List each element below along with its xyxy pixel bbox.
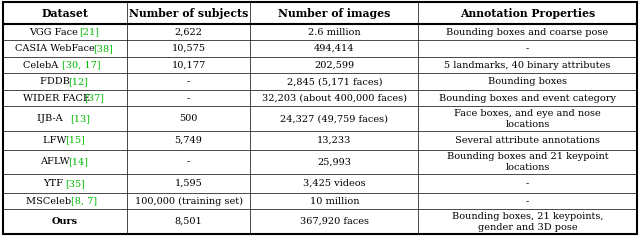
Text: WIDER FACE [37]: WIDER FACE [37] — [20, 94, 110, 103]
Text: Bounding boxes, 21 keypoints,
gender and 3D pose: Bounding boxes, 21 keypoints, gender and… — [452, 212, 604, 232]
Text: [14]: [14] — [68, 157, 88, 166]
Text: 367,920 faces: 367,920 faces — [300, 217, 369, 226]
Text: 25,993: 25,993 — [317, 157, 351, 166]
Text: 100,000 (training set): 100,000 (training set) — [134, 197, 243, 206]
Text: CelebA: CelebA — [23, 61, 61, 70]
Text: VGG Face [21]: VGG Face [21] — [29, 27, 101, 37]
Text: AFLW [14]: AFLW [14] — [38, 157, 92, 166]
Text: Number of images: Number of images — [278, 8, 390, 19]
Text: 10,177: 10,177 — [172, 61, 205, 70]
Text: -: - — [526, 179, 529, 188]
Text: 8,501: 8,501 — [175, 217, 202, 226]
Text: MSCeleb [8, 7]: MSCeleb [8, 7] — [28, 197, 102, 206]
Text: MSCeleb: MSCeleb — [26, 197, 74, 206]
Text: 13,233: 13,233 — [317, 136, 351, 145]
Text: 3,425 videos: 3,425 videos — [303, 179, 365, 188]
Text: [8, 7]: [8, 7] — [70, 197, 97, 206]
Text: [37]: [37] — [84, 94, 104, 103]
Text: Dataset: Dataset — [42, 8, 88, 19]
Text: LFW [15]: LFW [15] — [42, 136, 88, 145]
Text: 202,599: 202,599 — [314, 61, 355, 70]
Text: LFW: LFW — [43, 136, 69, 145]
Text: 5 landmarks, 40 binary attributes: 5 landmarks, 40 binary attributes — [444, 61, 611, 70]
Text: Bounding boxes and 21 keypoint
locations: Bounding boxes and 21 keypoint locations — [447, 152, 608, 172]
Text: -: - — [187, 77, 190, 86]
Text: 10 million: 10 million — [310, 197, 359, 206]
Text: [13]: [13] — [70, 114, 90, 123]
Text: 500: 500 — [179, 114, 198, 123]
Text: [21]: [21] — [79, 27, 99, 37]
Text: FDDB: FDDB — [40, 77, 73, 86]
Text: YTF: YTF — [43, 179, 66, 188]
Text: YTF [35]: YTF [35] — [44, 179, 86, 188]
Text: FDDB [12]: FDDB [12] — [38, 77, 92, 86]
Text: WIDER FACE: WIDER FACE — [23, 94, 93, 103]
Text: 10,575: 10,575 — [172, 44, 205, 53]
Text: [12]: [12] — [68, 77, 88, 86]
Text: 2,622: 2,622 — [175, 27, 202, 37]
Text: IJB-A [13]: IJB-A [13] — [40, 114, 90, 123]
Text: 2.6 million: 2.6 million — [308, 27, 360, 37]
Text: -: - — [526, 44, 529, 53]
Text: IJB-A: IJB-A — [37, 114, 66, 123]
Text: 24,327 (49,759 faces): 24,327 (49,759 faces) — [280, 114, 388, 123]
Text: 32,203 (about 400,000 faces): 32,203 (about 400,000 faces) — [262, 94, 407, 103]
Text: Bounding boxes and event category: Bounding boxes and event category — [439, 94, 616, 103]
Text: Face boxes, and eye and nose
locations: Face boxes, and eye and nose locations — [454, 109, 601, 129]
Text: -: - — [187, 157, 190, 166]
Text: VGG Face: VGG Face — [29, 27, 81, 37]
Text: Annotation Properties: Annotation Properties — [460, 8, 595, 19]
Text: CASIA WebFace [38]: CASIA WebFace [38] — [13, 44, 116, 53]
Text: -: - — [526, 197, 529, 206]
Text: AFLW: AFLW — [40, 157, 73, 166]
Text: 5,749: 5,749 — [175, 136, 202, 145]
Text: Bounding boxes and coarse pose: Bounding boxes and coarse pose — [447, 27, 609, 37]
Text: 494,414: 494,414 — [314, 44, 355, 53]
Text: [38]: [38] — [93, 44, 113, 53]
Text: [35]: [35] — [65, 179, 85, 188]
Text: [30, 17]: [30, 17] — [62, 61, 101, 70]
Text: Number of subjects: Number of subjects — [129, 8, 248, 19]
Text: Several attribute annotations: Several attribute annotations — [455, 136, 600, 145]
Text: -: - — [187, 94, 190, 103]
Text: [15]: [15] — [65, 136, 85, 145]
Text: CelebA [30, 17]: CelebA [30, 17] — [26, 61, 104, 70]
Text: 1,595: 1,595 — [175, 179, 202, 188]
Text: Ours: Ours — [52, 217, 78, 226]
Text: CASIA WebFace: CASIA WebFace — [15, 44, 98, 53]
Text: Bounding boxes: Bounding boxes — [488, 77, 567, 86]
Text: 2,845 (5,171 faces): 2,845 (5,171 faces) — [287, 77, 382, 86]
